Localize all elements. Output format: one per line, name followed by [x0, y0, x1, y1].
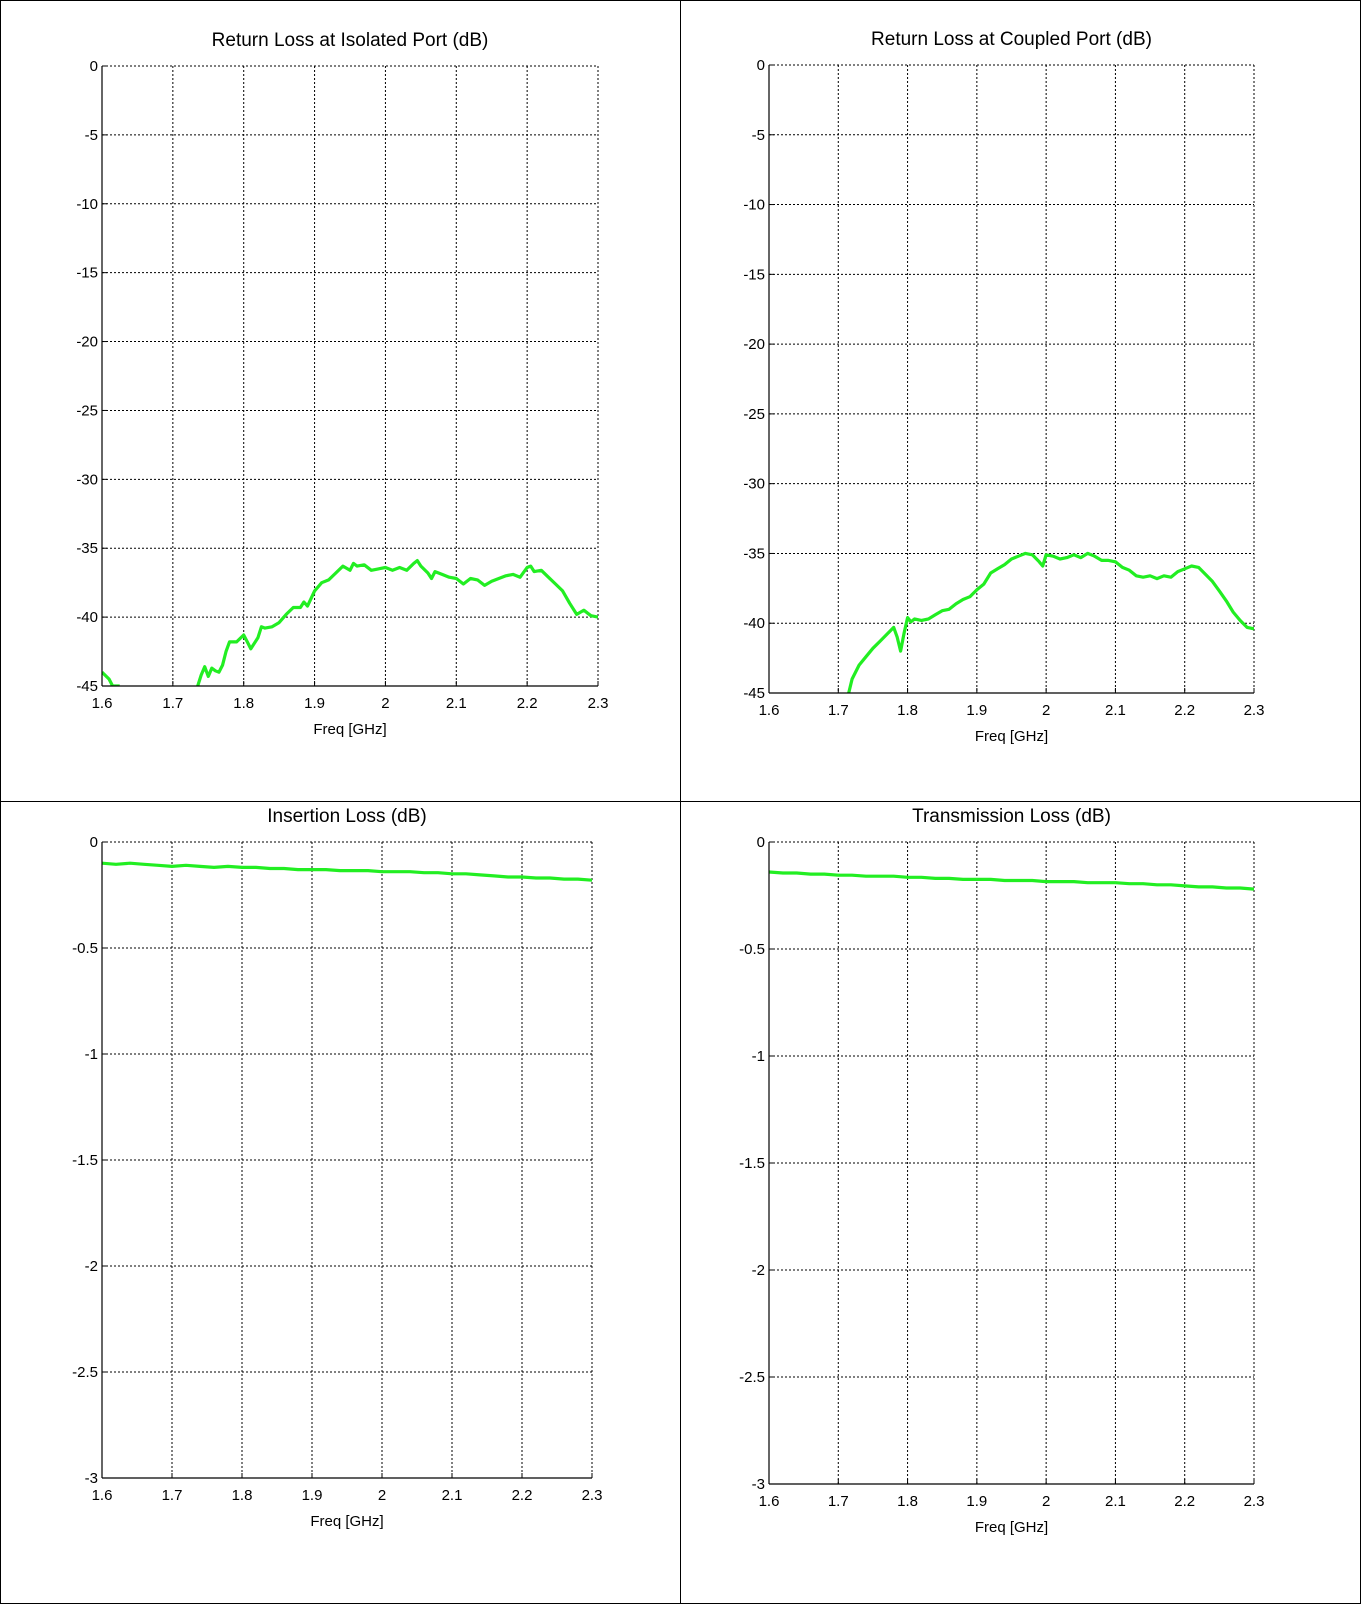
y-tick-label: -40 — [743, 615, 765, 632]
y-tick-label: -0.5 — [72, 940, 98, 957]
panel-return-loss-coupled: 1.6 1.7 1.8 1.9 2 2.1 2.2 2.3 0 -5 -10 -15 -20 -25 -30… — [680, 0, 1361, 802]
x-tick-label: 2.2 — [517, 695, 538, 712]
y-tick-label: -2.5 — [739, 1369, 765, 1386]
y-tick-label: -20 — [743, 336, 765, 353]
chart-title: Return Loss at Coupled Port (dB) — [871, 29, 1152, 50]
x-tick-label: 1.9 — [966, 702, 987, 719]
y-tick-label: -45 — [743, 685, 765, 702]
chart-title: Insertion Loss (dB) — [267, 806, 426, 827]
x-tick-label: 1.6 — [759, 702, 780, 719]
y-tick-label: -5 — [752, 127, 765, 144]
y-tick-label: -15 — [76, 265, 98, 282]
x-tick-label: 2.3 — [582, 1487, 603, 1504]
x-tick-label: 1.8 — [897, 702, 918, 719]
y-tick-label: -2.5 — [72, 1364, 98, 1381]
y-tick-label: 0 — [90, 58, 98, 75]
x-tick-label: 1.7 — [828, 702, 849, 719]
chart-title: Return Loss at Isolated Port (dB) — [212, 30, 489, 51]
x-axis-label: Freq [GHz] — [313, 721, 386, 738]
series-line — [196, 558, 598, 686]
x-tick-label: 1.7 — [162, 1487, 183, 1504]
y-tick-label: -10 — [76, 196, 98, 213]
y-tick-label: -35 — [743, 545, 765, 562]
y-tick-label: -15 — [743, 266, 765, 283]
series-line — [769, 870, 1254, 891]
x-tick-label: 1.7 — [162, 695, 183, 712]
x-tick-label: 1.6 — [92, 1487, 113, 1504]
y-tick-label: 0 — [90, 834, 98, 851]
y-tick-label: -5 — [85, 127, 98, 144]
chart-insertion: 1.6 1.7 1.8 1.9 2 2.1 2.2 2.3 0 -0.5 -1 -1.5 -2 -2.5 -… — [72, 806, 603, 1530]
x-tick-label: 2.1 — [1105, 702, 1126, 719]
series-line — [102, 861, 592, 882]
y-tick-label: -2 — [85, 1258, 98, 1275]
x-tick-label: 2.3 — [1244, 1493, 1265, 1510]
x-tick-label: 1.8 — [897, 1493, 918, 1510]
chart-coupled: 1.6 1.7 1.8 1.9 2 2.1 2.2 2.3 0 -5 -10 -15 -20 -25 -30… — [743, 29, 1265, 745]
x-axis-label: Freq [GHz] — [975, 728, 1048, 745]
y-tick-label: -30 — [743, 476, 765, 493]
y-tick-label: -40 — [76, 609, 98, 626]
x-tick-label: 2.1 — [442, 1487, 463, 1504]
x-tick-label: 2.3 — [1244, 702, 1265, 719]
x-tick-label: 2.1 — [1105, 1493, 1126, 1510]
x-tick-label: 1.6 — [759, 1493, 780, 1510]
x-tick-label: 2 — [378, 1487, 386, 1504]
x-tick-label: 2 — [381, 695, 389, 712]
x-tick-label: 2.2 — [1174, 1493, 1195, 1510]
panel-return-loss-isolated: 1.6 1.7 1.8 1.9 2 2.1 2.2 2.3 0 -5 -10 -15 -20 -25 -30… — [0, 0, 681, 802]
y-tick-label: 0 — [757, 57, 765, 74]
x-tick-label: 2.2 — [1174, 702, 1195, 719]
y-tick-label: -45 — [76, 678, 98, 695]
x-tick-label: 1.7 — [828, 1493, 849, 1510]
x-tick-label: 2 — [1042, 1493, 1050, 1510]
y-tick-label: 0 — [757, 834, 765, 851]
series-line — [102, 671, 120, 686]
y-tick-label: -2 — [752, 1262, 765, 1279]
x-tick-label: 1.8 — [232, 1487, 253, 1504]
x-tick-label: 2.3 — [588, 695, 609, 712]
x-tick-label: 1.9 — [302, 1487, 323, 1504]
series-line — [847, 551, 1254, 693]
x-tick-label: 2.2 — [512, 1487, 533, 1504]
panel-transmission-loss: 1.6 1.7 1.8 1.9 2 2.1 2.2 2.3 0 -0.5 -1 -1.5 -2 -2.5 -… — [680, 801, 1361, 1604]
y-tick-label: -20 — [76, 334, 98, 351]
y-tick-label: -35 — [76, 540, 98, 557]
panel-insertion-loss: 1.6 1.7 1.8 1.9 2 2.1 2.2 2.3 0 -0.5 -1 -1.5 -2 -2.5 -… — [0, 801, 681, 1604]
chart-title: Transmission Loss (dB) — [912, 806, 1111, 827]
x-tick-label: 1.9 — [304, 695, 325, 712]
x-axis-label: Freq [GHz] — [975, 1519, 1048, 1536]
x-axis-label: Freq [GHz] — [310, 1513, 383, 1530]
x-tick-label: 1.9 — [966, 1493, 987, 1510]
y-tick-label: -30 — [76, 471, 98, 488]
y-tick-label: -3 — [85, 1470, 98, 1487]
x-tick-label: 1.6 — [92, 695, 113, 712]
y-tick-label: -3 — [752, 1476, 765, 1493]
x-tick-label: 2.1 — [446, 695, 467, 712]
y-tick-label: -25 — [76, 402, 98, 419]
y-tick-label: -1.5 — [72, 1152, 98, 1169]
y-tick-label: -0.5 — [739, 941, 765, 958]
x-tick-label: 1.8 — [233, 695, 254, 712]
x-tick-label: 2 — [1042, 702, 1050, 719]
y-tick-label: -1 — [752, 1048, 765, 1065]
y-tick-label: -10 — [743, 197, 765, 214]
y-tick-label: -25 — [743, 406, 765, 423]
y-tick-label: -1.5 — [739, 1155, 765, 1172]
chart-transmission: 1.6 1.7 1.8 1.9 2 2.1 2.2 2.3 0 -0.5 -1 -1.5 -2 -2.5 -… — [739, 806, 1265, 1536]
y-tick-label: -1 — [85, 1046, 98, 1063]
chart-isolated: 1.6 1.7 1.8 1.9 2 2.1 2.2 2.3 0 -5 -10 -15 -20 -25 -30… — [76, 30, 609, 738]
